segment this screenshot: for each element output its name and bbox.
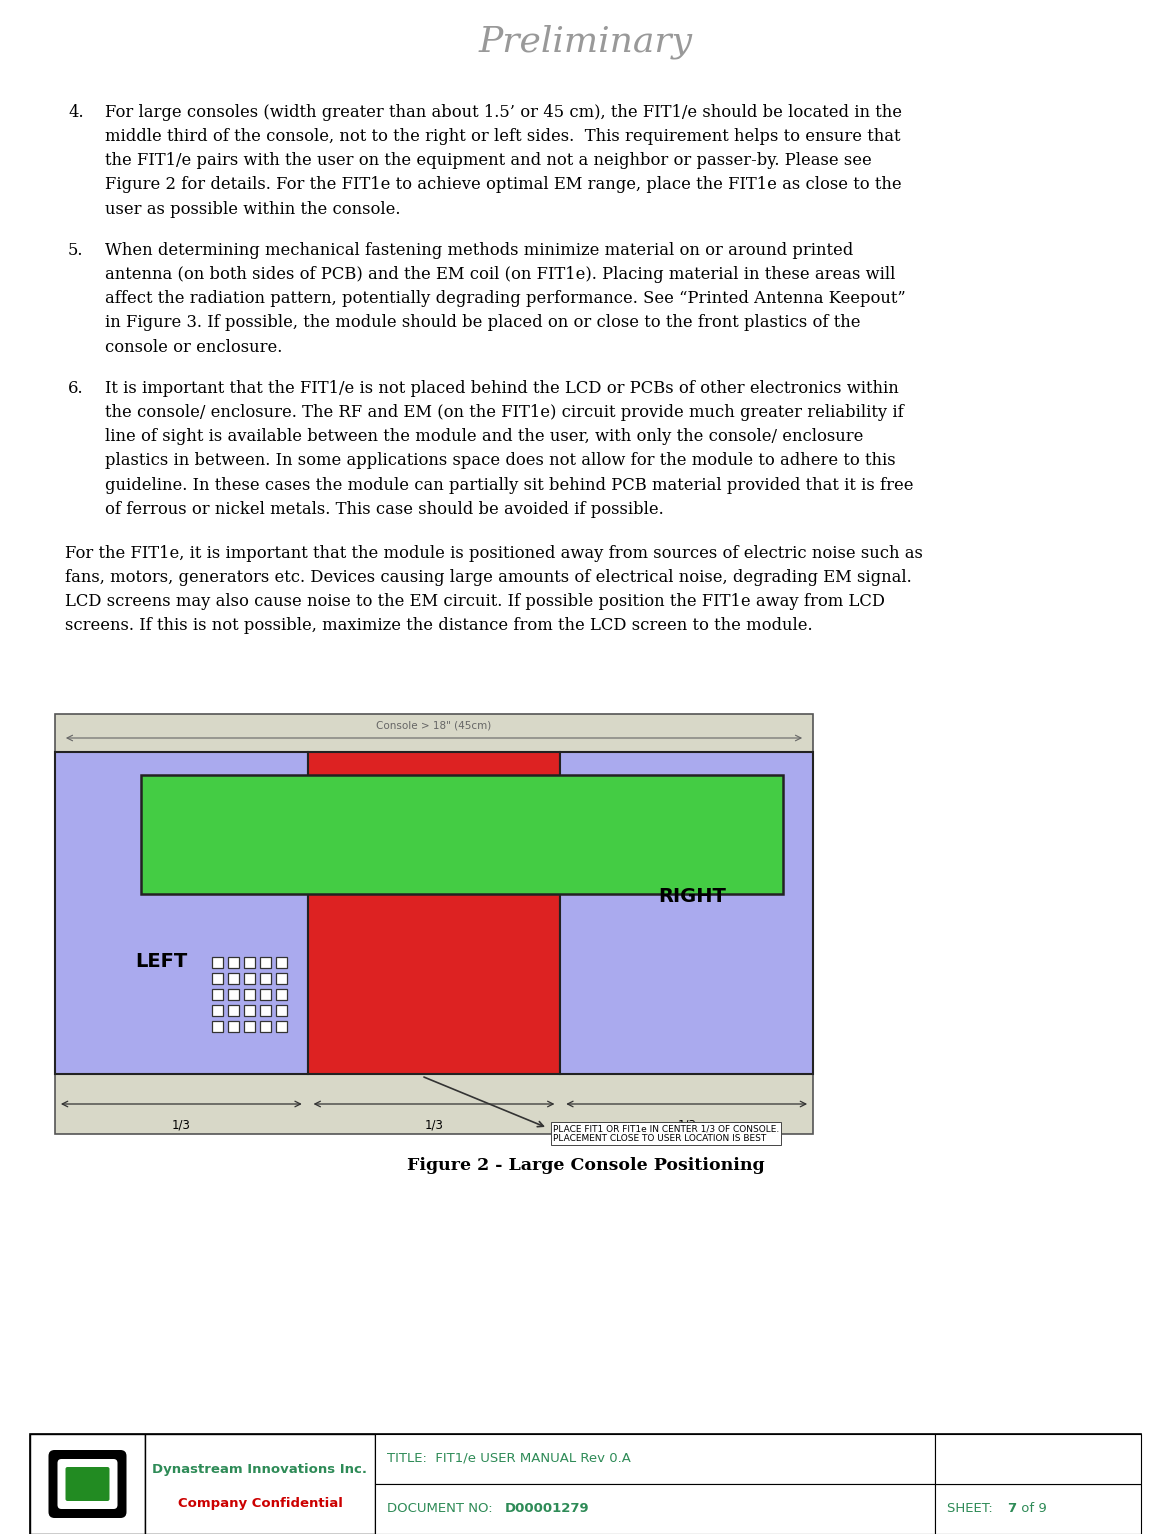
Text: 5.: 5. [68, 242, 83, 259]
Text: 1/3: 1/3 [677, 1118, 696, 1131]
Bar [30, 1434, 145, 1534]
Bar [275, 989, 287, 1000]
Bar [212, 989, 222, 1000]
Bar [244, 989, 254, 1000]
Bar [227, 989, 239, 1000]
Bar [244, 1005, 254, 1016]
Text: PLACE FIT1 OR FIT1e IN CENTER 1/3 OF CONSOLE.
PLACEMENT CLOSE TO USER LOCATION I: PLACE FIT1 OR FIT1e IN CENTER 1/3 OF CON… [553, 1124, 779, 1143]
Text: SHEET:: SHEET: [947, 1502, 1001, 1514]
Text: LEFT: LEFT [135, 951, 187, 971]
Bar [244, 957, 254, 968]
Bar [275, 973, 287, 985]
Text: For large consoles (width greater than about 1.5’ or 45 cm), the FIT1/e should b: For large consoles (width greater than a… [105, 104, 902, 218]
Bar [145, 1434, 375, 1534]
FancyBboxPatch shape [48, 1450, 126, 1519]
Bar [227, 973, 239, 985]
Bar [308, 752, 561, 1074]
FancyBboxPatch shape [57, 1459, 117, 1509]
Bar [141, 775, 782, 894]
Bar [934, 1483, 1141, 1534]
Bar [55, 752, 308, 1074]
Bar [375, 1434, 934, 1483]
FancyBboxPatch shape [66, 1467, 110, 1500]
Bar [275, 1022, 287, 1032]
Text: Console > 18" (45cm): Console > 18" (45cm) [376, 721, 492, 732]
Bar [260, 1022, 271, 1032]
Bar [227, 1022, 239, 1032]
Bar [227, 957, 239, 968]
Text: For the FIT1e, it is important that the module is positioned away from sources o: For the FIT1e, it is important that the … [66, 545, 923, 635]
Text: Company Confidential: Company Confidential [178, 1497, 342, 1511]
Bar [275, 1005, 287, 1016]
Bar [30, 1434, 1141, 1534]
Text: 7: 7 [1007, 1502, 1016, 1514]
Text: DOCUMENT NO:: DOCUMENT NO: [386, 1502, 497, 1514]
Text: 1/3: 1/3 [425, 1118, 444, 1131]
Text: 6.: 6. [68, 380, 83, 397]
Bar [212, 1005, 222, 1016]
Bar [260, 1005, 271, 1016]
Bar [375, 1483, 934, 1534]
Bar [212, 973, 222, 985]
Bar [55, 713, 813, 1134]
Bar [212, 957, 222, 968]
Text: It is important that the FIT1/e is not placed behind the LCD or PCBs of other el: It is important that the FIT1/e is not p… [105, 380, 913, 518]
Bar [244, 973, 254, 985]
Text: Preliminary: Preliminary [479, 25, 692, 60]
Bar [260, 989, 271, 1000]
Text: TITLE:  FIT1/e USER MANUAL Rev 0.A: TITLE: FIT1/e USER MANUAL Rev 0.A [386, 1451, 631, 1465]
Bar [227, 1005, 239, 1016]
Bar [561, 752, 813, 1074]
Bar [212, 1022, 222, 1032]
Text: Figure 2 - Large Console Positioning: Figure 2 - Large Console Positioning [406, 1158, 765, 1175]
Bar [260, 973, 271, 985]
Bar [934, 1434, 1141, 1483]
Bar [275, 957, 287, 968]
Bar [260, 957, 271, 968]
Text: of 9: of 9 [1016, 1502, 1047, 1514]
Bar [244, 1022, 254, 1032]
Text: When determining mechanical fastening methods minimize material on or around pri: When determining mechanical fastening me… [105, 242, 905, 356]
Text: D00001279: D00001279 [505, 1502, 590, 1514]
Text: RIGHT: RIGHT [658, 887, 726, 907]
Text: 1/3: 1/3 [172, 1118, 191, 1131]
Text: 4.: 4. [68, 104, 83, 121]
Text: Dynastream Innovations Inc.: Dynastream Innovations Inc. [152, 1462, 368, 1476]
